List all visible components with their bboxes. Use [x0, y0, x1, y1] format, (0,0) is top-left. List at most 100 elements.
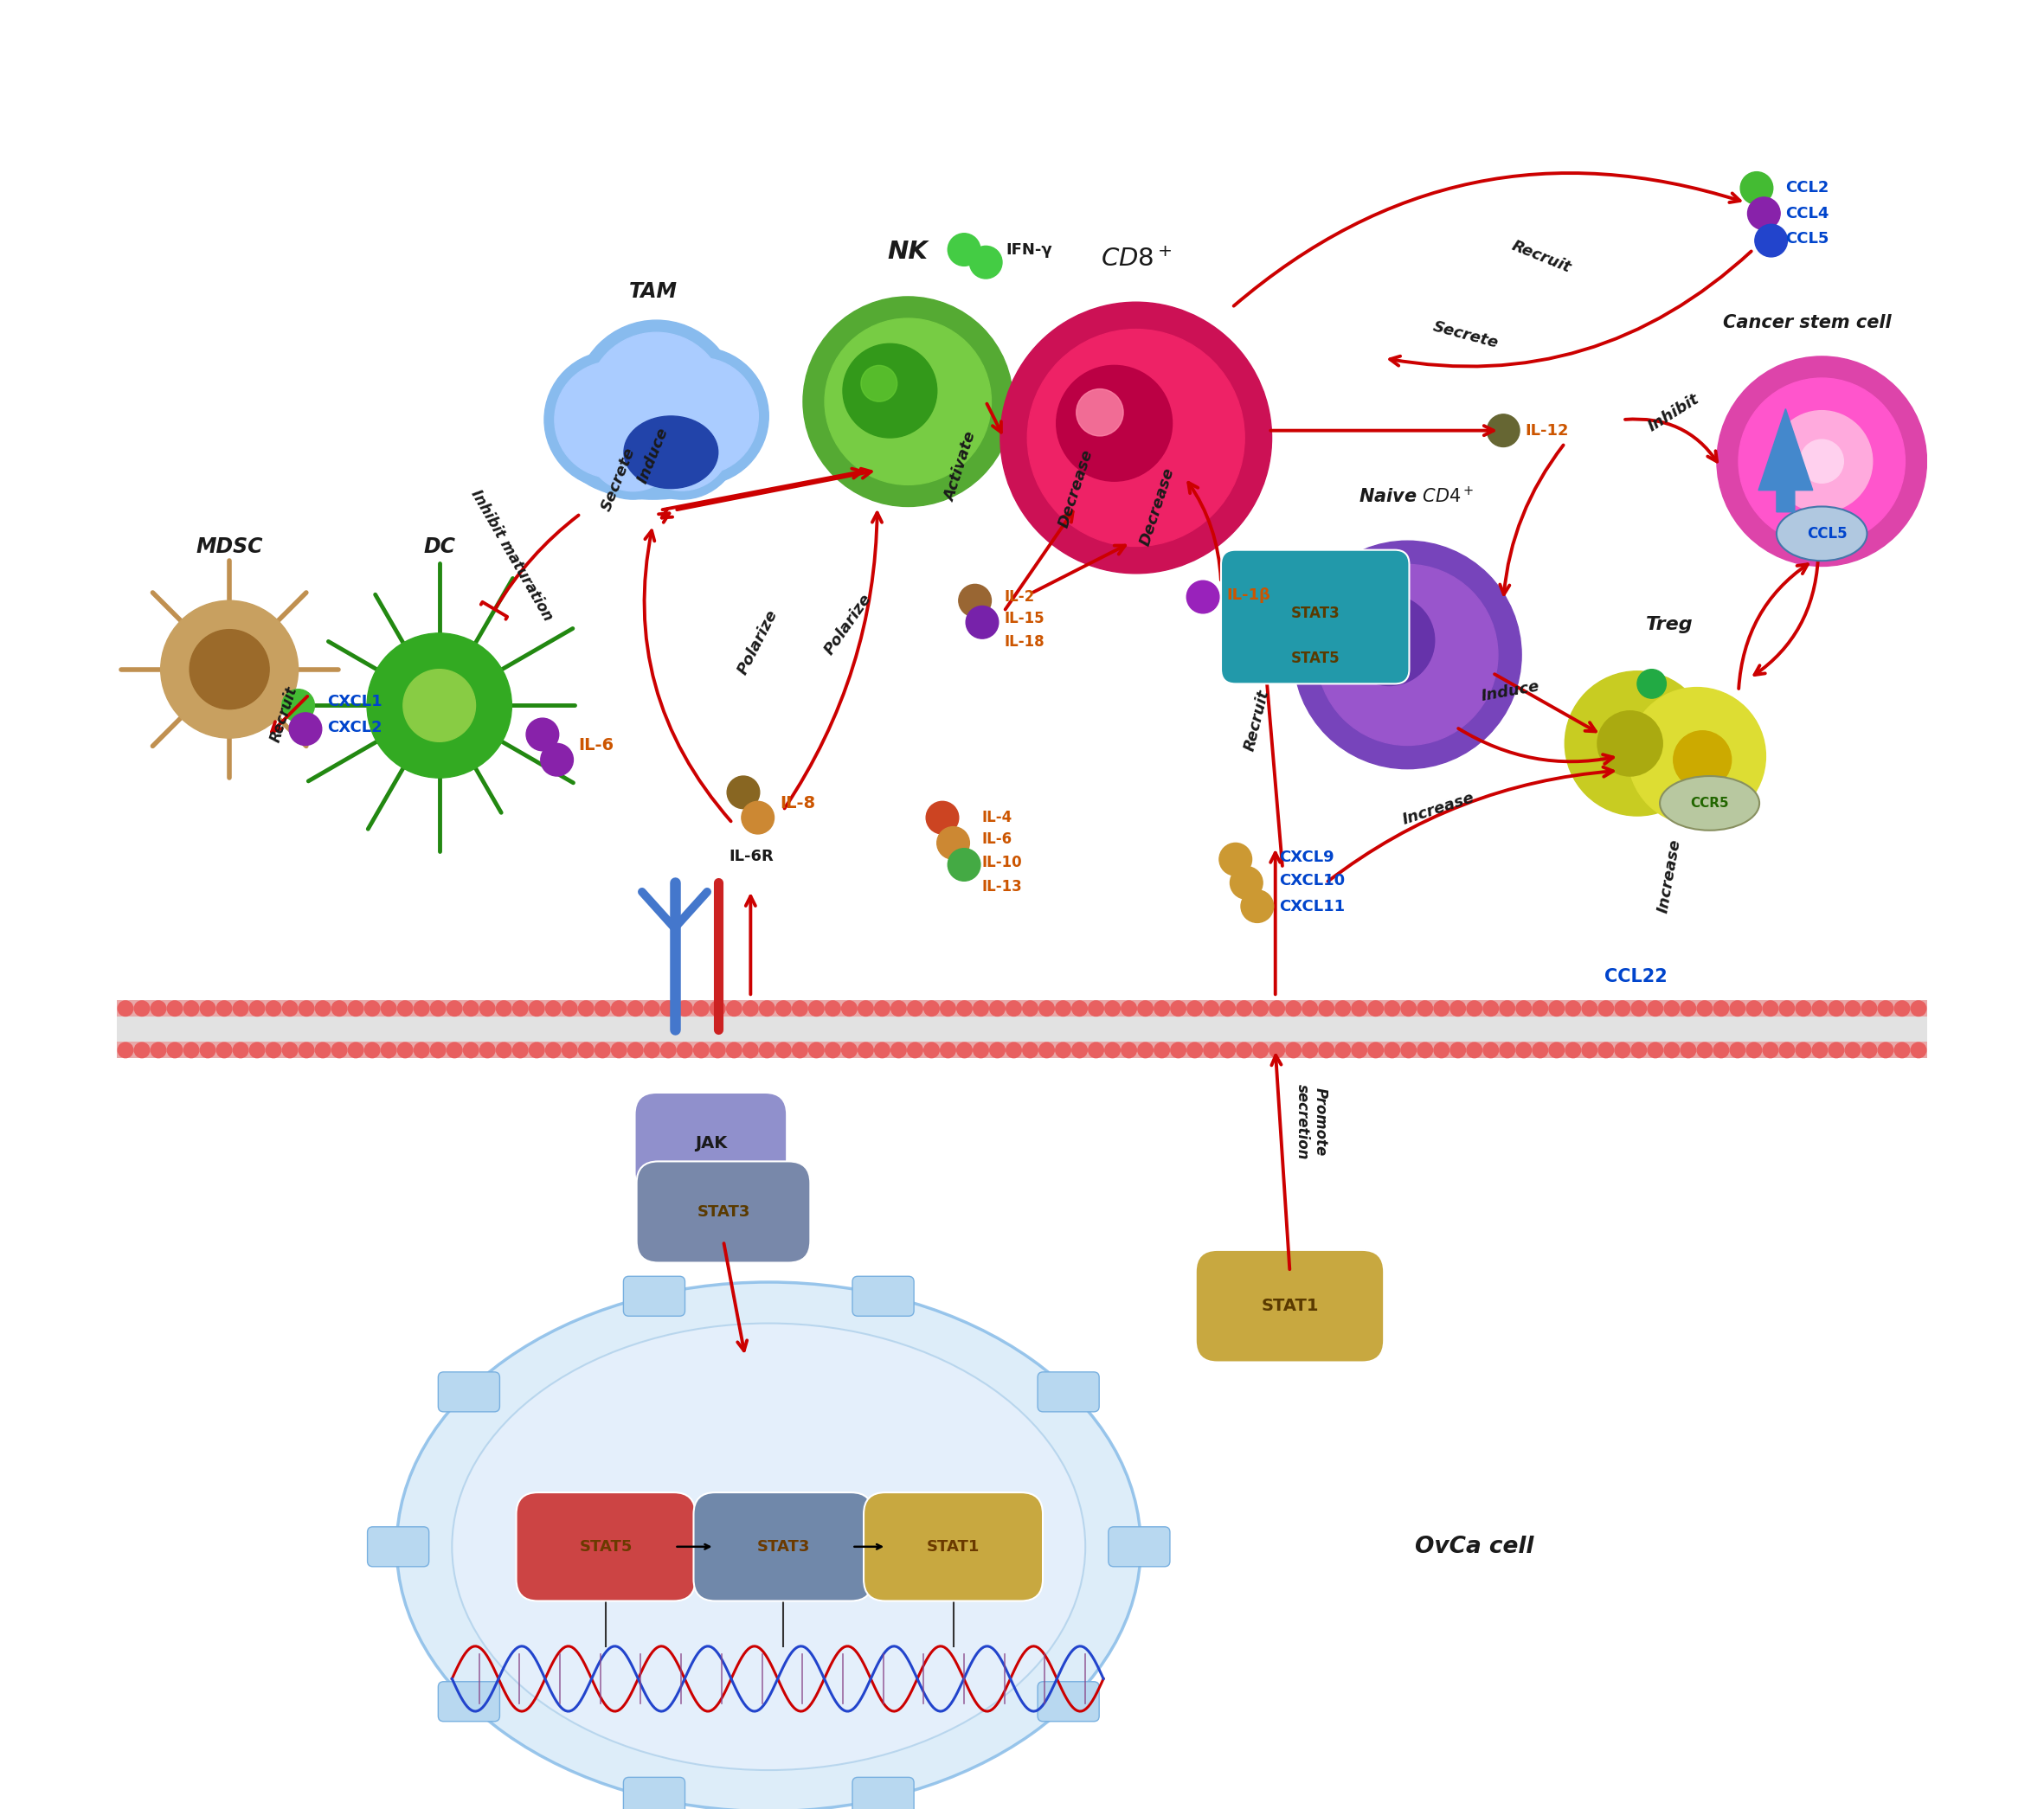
Text: CCL22: CCL22 — [1605, 968, 1668, 986]
Text: IFN-γ: IFN-γ — [1006, 242, 1053, 257]
Text: IL-2: IL-2 — [1004, 590, 1034, 604]
FancyArrowPatch shape — [1271, 852, 1280, 995]
Circle shape — [595, 1042, 609, 1058]
Circle shape — [1022, 1000, 1038, 1017]
Text: Increase: Increase — [1656, 838, 1684, 914]
FancyArrowPatch shape — [1006, 512, 1073, 610]
Circle shape — [1335, 1000, 1351, 1017]
Text: IL-6R: IL-6R — [730, 848, 773, 865]
Circle shape — [1780, 1042, 1795, 1058]
Text: Decrease: Decrease — [1057, 447, 1096, 530]
Text: CXCL2: CXCL2 — [327, 720, 382, 734]
Text: Secrete: Secrete — [599, 445, 638, 514]
Circle shape — [480, 1042, 495, 1058]
FancyBboxPatch shape — [636, 1161, 809, 1263]
Circle shape — [973, 1042, 989, 1058]
Circle shape — [1713, 1000, 1729, 1017]
Circle shape — [742, 801, 775, 834]
Circle shape — [1878, 1042, 1893, 1058]
Circle shape — [793, 1042, 807, 1058]
Circle shape — [1106, 1042, 1120, 1058]
Circle shape — [936, 827, 969, 859]
Bar — [117, 1000, 1927, 1017]
Circle shape — [1400, 1000, 1416, 1017]
Circle shape — [1549, 1000, 1564, 1017]
Circle shape — [168, 1000, 182, 1017]
Circle shape — [151, 1000, 166, 1017]
Text: Induce: Induce — [634, 425, 670, 487]
Circle shape — [249, 1000, 264, 1017]
Text: CXCL1: CXCL1 — [327, 695, 382, 709]
Ellipse shape — [1776, 507, 1866, 561]
Circle shape — [642, 358, 758, 474]
Circle shape — [1367, 1042, 1384, 1058]
FancyBboxPatch shape — [852, 1277, 914, 1317]
Text: STAT3: STAT3 — [697, 1205, 750, 1219]
Circle shape — [464, 1000, 478, 1017]
Circle shape — [1318, 1042, 1335, 1058]
Text: IL-12: IL-12 — [1525, 423, 1568, 438]
Text: Treg: Treg — [1645, 615, 1692, 633]
Circle shape — [1631, 1000, 1647, 1017]
Ellipse shape — [452, 1324, 1085, 1769]
Circle shape — [803, 297, 1014, 507]
Circle shape — [1517, 1042, 1531, 1058]
Circle shape — [1598, 711, 1662, 776]
Text: DC: DC — [423, 537, 456, 557]
Circle shape — [660, 1042, 677, 1058]
Circle shape — [777, 1000, 791, 1017]
FancyArrowPatch shape — [1329, 767, 1613, 881]
Text: CCL4: CCL4 — [1786, 206, 1829, 221]
Circle shape — [403, 669, 476, 742]
Circle shape — [546, 1000, 560, 1017]
Circle shape — [726, 1042, 742, 1058]
Circle shape — [1253, 1042, 1267, 1058]
Circle shape — [948, 233, 981, 266]
Circle shape — [200, 1000, 215, 1017]
Circle shape — [957, 1042, 973, 1058]
Circle shape — [1316, 564, 1498, 745]
Circle shape — [1139, 1042, 1153, 1058]
Text: Polarize: Polarize — [822, 592, 875, 657]
Circle shape — [217, 1042, 231, 1058]
Circle shape — [161, 601, 298, 738]
Circle shape — [1351, 1042, 1367, 1058]
Ellipse shape — [623, 416, 717, 488]
Text: Activate: Activate — [942, 431, 979, 503]
Circle shape — [1237, 1042, 1251, 1058]
Circle shape — [266, 1000, 282, 1017]
Circle shape — [760, 1000, 775, 1017]
Circle shape — [1155, 1000, 1169, 1017]
Text: Recruit: Recruit — [268, 684, 300, 745]
Circle shape — [587, 398, 679, 490]
Text: Naive $CD4^+$: Naive $CD4^+$ — [1359, 487, 1474, 507]
Circle shape — [1517, 1000, 1531, 1017]
Circle shape — [1762, 1042, 1778, 1058]
Circle shape — [282, 1000, 298, 1017]
Circle shape — [1237, 1000, 1251, 1017]
Circle shape — [1629, 687, 1766, 825]
Circle shape — [1598, 1000, 1613, 1017]
Circle shape — [1087, 1042, 1104, 1058]
Circle shape — [190, 630, 270, 709]
FancyArrowPatch shape — [1271, 1055, 1290, 1270]
FancyArrowPatch shape — [987, 403, 1002, 432]
Circle shape — [1188, 581, 1218, 613]
Circle shape — [1241, 890, 1273, 923]
Circle shape — [793, 1000, 807, 1017]
Circle shape — [826, 318, 991, 485]
Circle shape — [1756, 224, 1786, 257]
Text: STAT1: STAT1 — [926, 1539, 979, 1554]
Circle shape — [168, 1042, 182, 1058]
Circle shape — [1451, 1000, 1466, 1017]
Circle shape — [233, 1000, 247, 1017]
Circle shape — [1801, 440, 1844, 483]
Ellipse shape — [566, 412, 738, 499]
FancyBboxPatch shape — [623, 1776, 685, 1809]
Circle shape — [595, 1000, 609, 1017]
Text: CXCL11: CXCL11 — [1280, 899, 1345, 914]
FancyBboxPatch shape — [437, 1371, 499, 1411]
Circle shape — [266, 1042, 282, 1058]
Circle shape — [1171, 1000, 1186, 1017]
FancyBboxPatch shape — [437, 1682, 499, 1722]
